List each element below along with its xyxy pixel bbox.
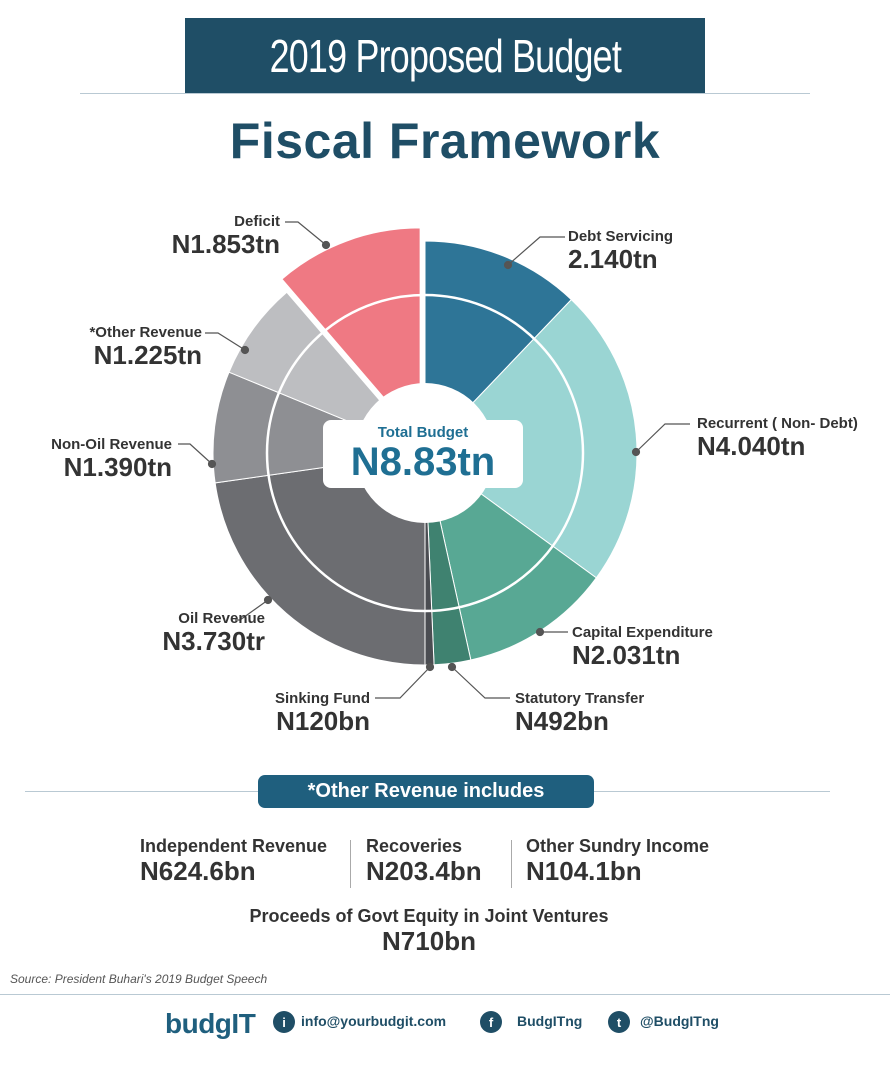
label-statutory: Statutory Transfer N492bn [515,690,645,736]
banner-title: 2019 Proposed Budget [269,29,621,82]
email-icon: i [273,1011,295,1033]
footer-email[interactable]: info@yourbudgit.com [301,1013,447,1029]
slice-deficit [281,227,421,442]
header-rule [80,93,810,94]
other-item-equity: Proceeds of Govt Equity in Joint Venture… [249,906,609,956]
label-debt-servicing: Debt Servicing 2.140tn [568,228,674,274]
label-oil-revenue: Oil Revenue N3.730tr [162,610,265,656]
total-budget-label: Total Budget [377,424,469,441]
label-recurrent: Recurrent ( Non- Debt) N4.040tn [697,415,858,461]
leader-nonoil [178,443,213,465]
divider [511,840,512,888]
twitter-icon: t [608,1011,630,1033]
inner-ring [265,293,585,613]
divider [350,840,351,888]
leader-recurrent [635,423,690,453]
label-capital: Capital Expenditure N2.031tn [572,624,713,670]
leader-oil [235,599,269,621]
leader-deficit [285,221,327,246]
facebook-icon: f [480,1011,502,1033]
label-non-oil-revenue: Non-Oil Revenue N1.390tn [51,436,172,482]
page-title: Fiscal Framework [229,113,661,169]
other-item-sundry: Other Sundry Income N104.1bn [526,836,710,886]
label-sinking: Sinking Fund N120bn [275,690,370,736]
leader-sinking [375,666,431,699]
footer-rule [0,994,890,995]
label-deficit: Deficit N1.853tn [171,213,280,259]
source-note: Source: President Buhari's 2019 Budget S… [10,972,268,986]
footer-facebook[interactable]: BudgITng [517,1013,583,1029]
slice-recurrent-non-debt [424,298,638,579]
footer: budgIT i info@yourbudgit.com f BudgITng … [0,1005,890,1045]
other-revenue-title: *Other Revenue includes [258,775,594,808]
leader-statutory [451,666,510,699]
total-budget-value: N8.83tn [350,440,496,484]
label-other-revenue: *Other Revenue N1.225tn [89,324,202,370]
other-item-recoveries: Recoveries N203.4bn [366,836,482,886]
title-banner: 2019 Proposed Budget [185,18,705,93]
leader-debt [507,236,565,266]
slice-oil-revenue [214,452,426,666]
other-item-independent: Independent Revenue N624.6bn [140,836,328,886]
budgit-logo: budgIT [165,1008,256,1039]
leader-other [205,332,246,351]
total-budget-box: Total Budget N8.83tn [323,420,523,488]
footer-twitter[interactable]: @BudgITng [640,1013,719,1029]
